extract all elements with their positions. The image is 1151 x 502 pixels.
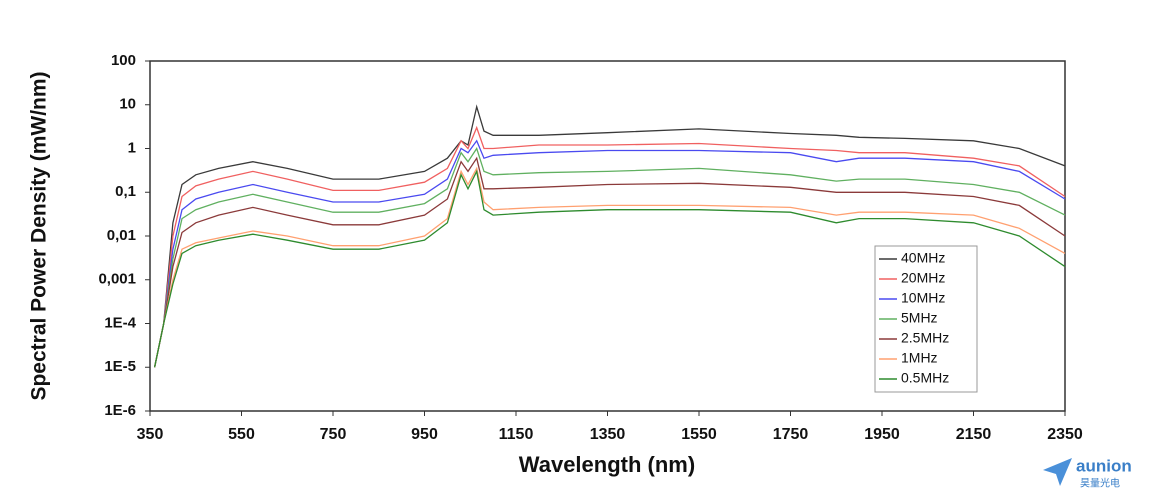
x-axis-label: Wavelength (nm) [519, 452, 695, 477]
y-tick-label: 1E-5 [104, 358, 136, 375]
x-tick-label: 1950 [864, 426, 900, 443]
logo-subtitle: 昊量光电 [1080, 477, 1120, 490]
x-tick-label: 1550 [681, 426, 717, 443]
series-line [153, 166, 1066, 368]
x-tick-label: 2150 [956, 426, 992, 443]
legend-label: 1MHz [901, 350, 938, 366]
legend-label: 5MHz [901, 310, 938, 326]
y-axis-label: Spectral Power Density (mW/nm) [28, 71, 51, 400]
series-line [153, 147, 1066, 368]
y-tick-label: 0,1 [115, 183, 136, 200]
series-line [153, 156, 1066, 368]
x-tick-label: 750 [320, 426, 347, 443]
x-tick-label: 550 [228, 426, 255, 443]
y-tick-label: 0,001 [98, 271, 136, 288]
x-tick-label: 1150 [499, 426, 534, 443]
y-tick-label: 0,01 [107, 227, 136, 244]
legend-label: 0.5MHz [901, 370, 949, 386]
legend-label: 20MHz [901, 270, 945, 286]
x-tick-label: 1350 [590, 426, 626, 443]
y-tick-label: 1E-6 [104, 402, 136, 419]
series-line [153, 169, 1066, 368]
y-tick-label: 1E-4 [104, 314, 136, 331]
logo-name: aunion [1076, 456, 1132, 475]
legend-label: 2.5MHz [901, 330, 949, 346]
y-tick-label: 100 [111, 52, 136, 69]
legend-label: 40MHz [901, 250, 945, 266]
logo-icon [1043, 458, 1072, 486]
x-tick-label: 950 [411, 426, 438, 443]
x-tick-label: 2350 [1047, 426, 1083, 443]
x-tick-label: 1750 [773, 426, 809, 443]
y-tick-label: 1 [128, 139, 136, 156]
series-line [153, 125, 1066, 368]
legend-label: 10MHz [901, 290, 945, 306]
y-tick-label: 10 [119, 96, 136, 113]
series-line [153, 104, 1066, 368]
x-tick-label: 350 [137, 426, 164, 443]
series-line [153, 139, 1066, 368]
